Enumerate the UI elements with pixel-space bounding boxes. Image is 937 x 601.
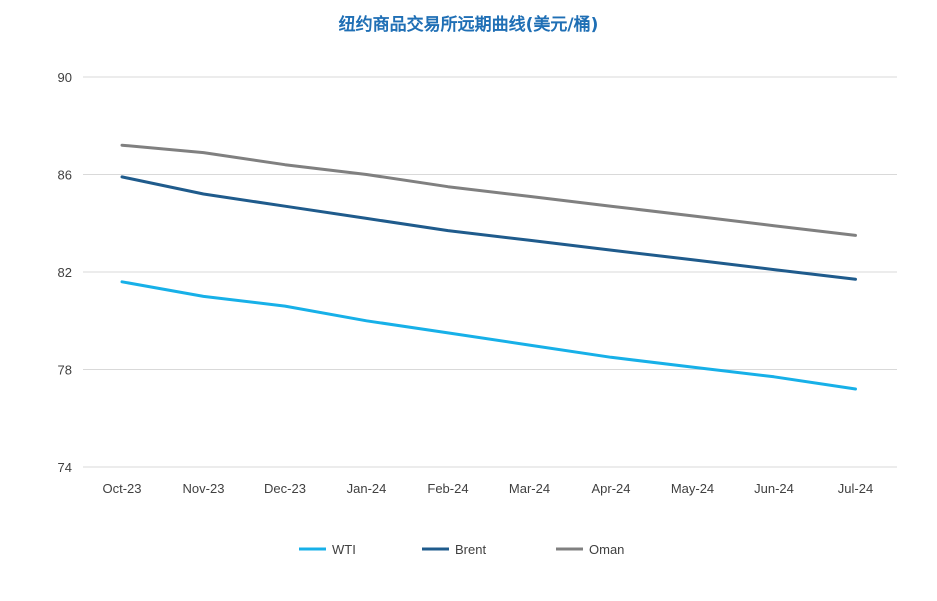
y-axis: 90 86 82 78 74 — [58, 70, 72, 475]
x-tick-label: Oct-23 — [102, 481, 141, 496]
x-tick-label: Jun-24 — [754, 481, 794, 496]
series-lines — [120, 143, 857, 391]
y-tick-label: 86 — [58, 168, 72, 183]
x-axis: Oct-23 Nov-23 Dec-23 Jan-24 Feb-24 Mar-24 Apr-… — [102, 481, 873, 496]
legend: WTI Brent Oman — [299, 542, 624, 557]
legend-label-brent: Brent — [455, 542, 486, 557]
gridlines — [83, 76, 897, 468]
x-tick-label: Jul-24 — [838, 481, 873, 496]
series-line-wti — [120, 280, 857, 391]
y-tick-label: 74 — [58, 460, 72, 475]
legend-label-oman: Oman — [589, 542, 624, 557]
chart-title: 纽约商品交易所远期曲线(美元/桶) — [338, 15, 599, 35]
x-tick-label: Feb-24 — [427, 481, 468, 496]
x-tick-label: Nov-23 — [183, 481, 225, 496]
y-tick-label: 78 — [58, 363, 72, 378]
y-tick-label: 90 — [58, 70, 72, 85]
legend-label-wti: WTI — [332, 542, 356, 557]
y-tick-label: 82 — [58, 265, 72, 280]
series-line-brent — [120, 175, 857, 281]
x-tick-label: Apr-24 — [591, 481, 630, 496]
x-tick-label: May-24 — [671, 481, 714, 496]
x-tick-label: Dec-23 — [264, 481, 306, 496]
series-line-oman — [120, 143, 857, 237]
x-tick-label: Jan-24 — [347, 481, 387, 496]
x-tick-label: Mar-24 — [509, 481, 550, 496]
